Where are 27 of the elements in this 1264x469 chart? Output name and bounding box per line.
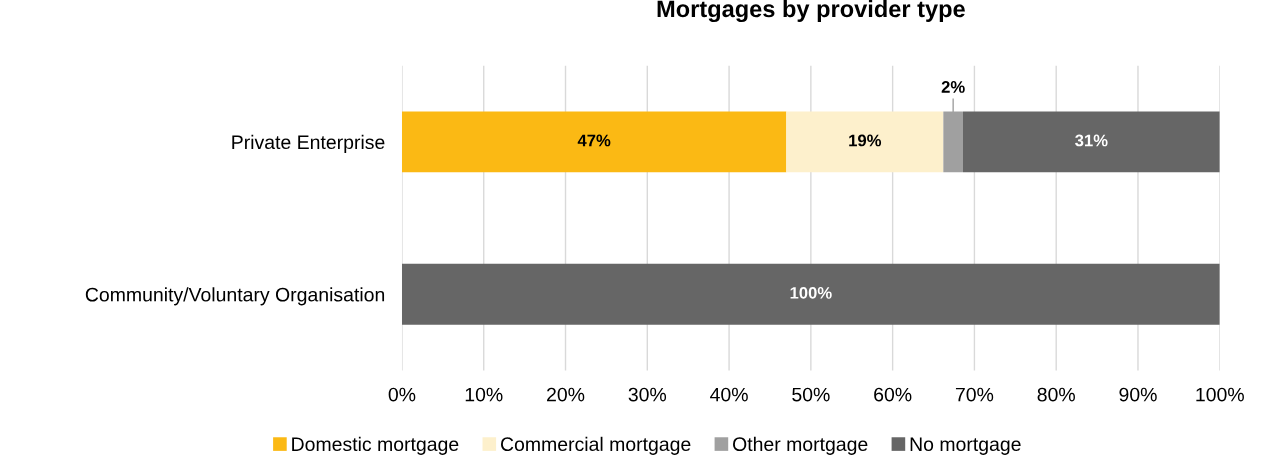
legend-label: Other mortgage [733,436,868,455]
x-tick-label: 80% [1037,387,1075,402]
x-tick-label: 40% [710,387,748,402]
bar [786,111,944,173]
data-label: 31% [1075,134,1108,147]
x-tick-label: 0% [388,387,416,402]
bar [401,263,1220,325]
chart-title: Mortgages by provider type [657,0,965,23]
x-tick-label: 10% [465,387,503,402]
x-tick-label: 30% [628,387,667,402]
x-tick-label: 50% [792,387,830,402]
x-tick-label: 20% [547,387,585,402]
legend-label: Domestic mortgage [292,436,459,455]
data-label: 19% [849,134,882,147]
x-tick-label: 70% [955,387,994,402]
data-label: 47% [577,134,611,147]
bar [401,111,787,173]
legend-label: No mortgage [910,437,1021,455]
x-tick-label: 60% [874,387,912,402]
x-tick-label: 100% [1196,387,1244,402]
data-label: 2% [941,81,965,93]
data-label: 100% [790,286,832,299]
legend-label: Commercial mortgage [500,436,691,455]
x-tick-label: 90% [1119,387,1157,402]
y-tick-label: Community/Voluntary Organisation [85,287,385,306]
y-tick-label: Private Enterprise [232,134,385,153]
bar [962,111,1220,173]
